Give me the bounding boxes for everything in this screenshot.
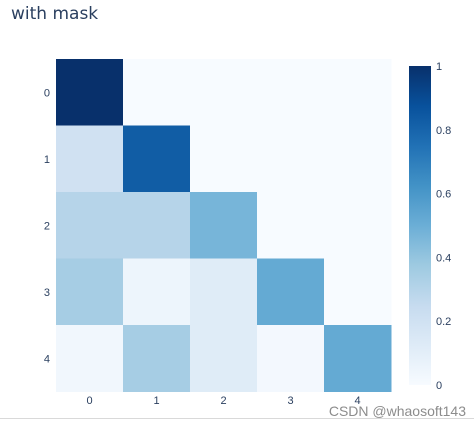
heatmap-cell-3-0 xyxy=(56,258,124,326)
heatmap-cell-4-3 xyxy=(257,325,325,392)
colorbar-tick-label: 0.4 xyxy=(436,252,451,264)
x-axis-ticks: 0 1 2 3 4 xyxy=(86,395,360,407)
y-tick-label: 1 xyxy=(44,154,50,166)
colorbar-ticks: 0 0.2 0.4 0.6 0.8 1 xyxy=(436,61,451,392)
heatmap-cell-2-0 xyxy=(56,192,124,259)
heatmap-cell-4-1 xyxy=(123,325,191,392)
chart-title: with mask xyxy=(11,4,99,24)
colorbar-tick-label: 0.2 xyxy=(436,316,451,328)
heatmap-cell-2-4 xyxy=(324,192,392,259)
y-tick-label: 2 xyxy=(44,220,50,232)
y-axis-ticks: 0 1 2 3 4 xyxy=(44,87,50,365)
heatmap-cell-0-2 xyxy=(190,59,258,126)
heatmap-cells xyxy=(56,59,392,392)
heatmap-cell-2-1 xyxy=(123,192,191,259)
y-tick-label: 4 xyxy=(44,353,50,365)
divider xyxy=(0,418,474,419)
heatmap-cell-1-4 xyxy=(324,125,392,193)
heatmap-cell-4-4 xyxy=(324,325,392,392)
heatmap-cell-3-1 xyxy=(123,258,191,326)
y-tick-label: 3 xyxy=(44,287,50,299)
heatmap-cell-0-3 xyxy=(257,59,325,126)
x-tick-label: 3 xyxy=(287,395,293,407)
x-tick-label: 2 xyxy=(220,395,226,407)
heatmap-cell-3-4 xyxy=(324,258,392,326)
heatmap-cell-0-0 xyxy=(56,59,124,126)
y-tick-label: 0 xyxy=(44,87,50,99)
heatmap-cell-3-3 xyxy=(257,258,325,326)
heatmap-cell-2-3 xyxy=(257,192,325,259)
colorbar-tick-label: 0.8 xyxy=(436,125,451,137)
watermark-text: CSDN @whaosoft143 xyxy=(328,403,466,419)
heatmap-cell-0-4 xyxy=(324,59,392,126)
heatmap-cell-1-1 xyxy=(123,125,191,193)
x-tick-label: 4 xyxy=(354,395,360,407)
colorbar-tick-label: 0 xyxy=(436,380,442,392)
heatmap-cell-4-0 xyxy=(56,325,124,392)
heatmap-cell-3-2 xyxy=(190,258,258,326)
heatmap-cell-0-1 xyxy=(123,59,191,126)
x-tick-label: 0 xyxy=(86,395,92,407)
heatmap-cell-2-2 xyxy=(190,192,258,259)
colorbar xyxy=(409,66,431,385)
colorbar-tick-label: 0.6 xyxy=(436,189,451,201)
heatmap-cell-1-0 xyxy=(56,125,124,193)
heatmap-cell-1-2 xyxy=(190,125,258,193)
heatmap-cell-4-2 xyxy=(190,325,258,392)
x-tick-label: 1 xyxy=(153,395,159,407)
colorbar-tick-label: 1 xyxy=(436,61,442,73)
heatmap-cell-1-3 xyxy=(257,125,325,193)
